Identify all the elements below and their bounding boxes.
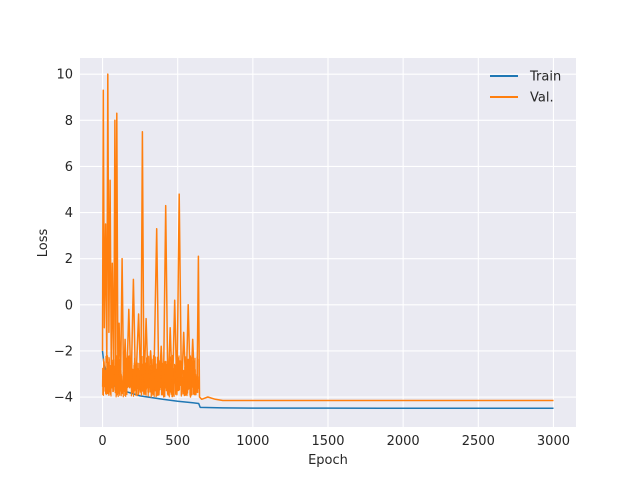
series-val <box>101 73 554 402</box>
x-tick-label: 3000 <box>537 434 570 449</box>
y-tick-label: 6 <box>65 160 73 175</box>
tick-labels: 0 500 1000 1500 2000 2500 3000 −4 −2 0 2 4 6 8 10 <box>54 68 570 449</box>
y-tick-label: 0 <box>65 298 73 313</box>
y-tick-label: 8 <box>65 114 73 129</box>
x-tick-label: 2000 <box>387 434 420 449</box>
y-tick-label: 2 <box>65 252 73 267</box>
y-tick-label: −4 <box>54 391 73 406</box>
x-tick-label: 1500 <box>311 434 344 449</box>
x-tick-label: 1000 <box>236 434 269 449</box>
x-tick-label: 0 <box>98 434 106 449</box>
x-axis-label: Epoch <box>308 453 348 468</box>
grid <box>80 58 576 427</box>
y-tick-label: 4 <box>65 206 73 221</box>
legend-label: Val. <box>530 91 554 106</box>
legend-label: Train <box>529 70 561 85</box>
legend: Train Val. <box>490 70 561 106</box>
series-line <box>101 73 554 402</box>
y-tick-label: −2 <box>54 344 73 359</box>
y-axis-label: Loss <box>36 229 51 258</box>
series-layer <box>101 73 554 410</box>
x-tick-label: 500 <box>165 434 190 449</box>
x-tick-label: 2500 <box>462 434 495 449</box>
y-tick-label: 10 <box>56 68 73 83</box>
